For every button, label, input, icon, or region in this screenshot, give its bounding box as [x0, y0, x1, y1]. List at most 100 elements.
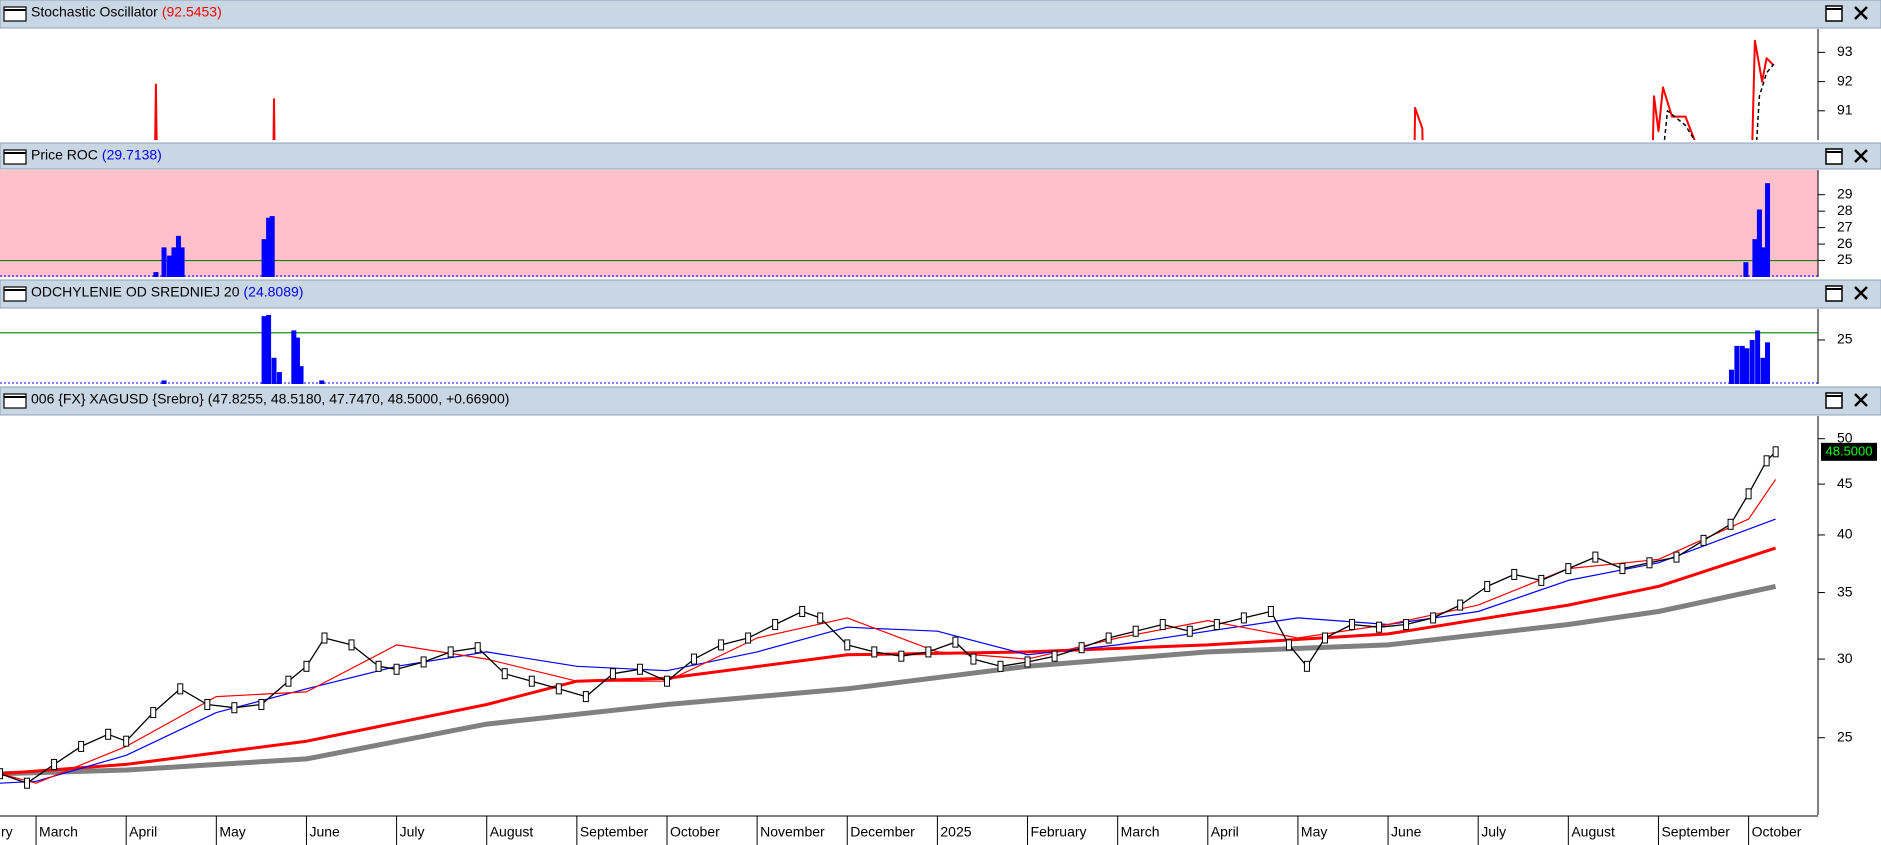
candle — [1051, 650, 1058, 662]
candle — [745, 632, 752, 644]
candle — [1511, 568, 1518, 580]
candle — [1457, 599, 1464, 611]
candle — [1213, 619, 1220, 631]
candle — [1430, 612, 1437, 624]
panel-title-value: (47.8255, 48.5180, 47.7470, 48.5000, +0.… — [208, 391, 510, 407]
bar — [1756, 209, 1762, 277]
indicator-line — [0, 479, 1777, 784]
bar — [166, 255, 172, 277]
candle — [1565, 563, 1572, 575]
panel-title: 006 {FX} XAGUSD {Srebro} — [31, 391, 204, 407]
candle — [1078, 642, 1085, 654]
plot-area — [0, 29, 1818, 140]
panel-header — [0, 142, 1881, 170]
candle — [1745, 488, 1752, 500]
candle — [555, 683, 562, 695]
candle — [925, 646, 932, 658]
x-tick-label: June — [1391, 824, 1422, 840]
x-tick-label: May — [1301, 824, 1327, 840]
candle — [420, 656, 427, 668]
candle — [1267, 605, 1274, 617]
candle — [1159, 619, 1166, 631]
candle — [105, 728, 112, 740]
candle — [258, 699, 265, 711]
plot-area — [0, 416, 1818, 815]
bar — [1752, 239, 1758, 277]
close-button[interactable] — [1854, 6, 1868, 20]
candle — [1538, 574, 1545, 586]
candle — [636, 663, 643, 675]
bar — [1760, 247, 1766, 277]
close-button[interactable] — [1854, 393, 1868, 407]
bar — [261, 316, 267, 384]
candle — [375, 660, 382, 672]
y-tick-label: 91 — [1837, 101, 1853, 117]
indicator-line — [0, 546, 1777, 776]
candle — [952, 636, 959, 648]
bar — [1739, 345, 1745, 384]
candle — [1303, 660, 1310, 672]
panel-title-value: (29.7138) — [102, 147, 162, 163]
candle — [871, 646, 878, 658]
bar — [1755, 330, 1761, 384]
candle — [1673, 551, 1680, 563]
y-tick-label: 50 — [1837, 429, 1853, 445]
x-tick-label: March — [1121, 824, 1160, 840]
bar — [175, 235, 181, 277]
plot-layer — [0, 183, 1818, 277]
x-tick-label: September — [1661, 824, 1730, 840]
bar — [266, 314, 272, 384]
y-tick-label: 30 — [1837, 650, 1853, 666]
panel-header — [0, 0, 1881, 29]
candle — [799, 605, 806, 617]
x-tick-label: August — [490, 824, 534, 840]
candle — [1772, 446, 1779, 458]
candle — [898, 650, 905, 662]
bar — [266, 217, 272, 277]
candle — [501, 668, 508, 680]
bar — [1744, 348, 1750, 384]
candle — [1763, 455, 1770, 467]
candle — [970, 653, 977, 665]
candle — [691, 653, 698, 665]
indicator-line — [0, 583, 1777, 777]
candle — [772, 619, 779, 631]
candle — [1285, 639, 1292, 651]
bar — [271, 357, 277, 384]
y-tick-label: 45 — [1837, 475, 1853, 491]
indicator-line — [1663, 63, 1775, 140]
x-tick-label: July — [1481, 824, 1506, 840]
indicator-line — [0, 518, 1776, 784]
bar — [261, 239, 267, 277]
bar — [276, 372, 282, 384]
candle — [1024, 656, 1031, 668]
close-button[interactable] — [1854, 286, 1868, 300]
y-tick-label: 26 — [1837, 235, 1853, 251]
candle — [123, 735, 130, 747]
candle — [1700, 534, 1707, 546]
candle — [285, 675, 292, 687]
bar — [319, 380, 325, 384]
candle — [1186, 625, 1193, 637]
candle — [1376, 621, 1383, 633]
x-tick-label: May — [219, 824, 245, 840]
candle — [393, 663, 400, 675]
candle — [1105, 632, 1112, 644]
close-button[interactable] — [1854, 149, 1868, 163]
y-tick-label: 40 — [1837, 526, 1853, 542]
candle — [997, 660, 1004, 672]
bar — [153, 272, 159, 277]
candle — [609, 668, 616, 680]
x-tick-label: September — [580, 824, 649, 840]
x-tick-label: ry — [1, 824, 13, 840]
candle — [1132, 625, 1139, 637]
x-tick-label: December — [850, 824, 915, 840]
panel-title: ODCHYLENIE OD SREDNIEJ 20 — [31, 284, 240, 300]
plot-area — [0, 170, 1818, 277]
x-tick-label: April — [129, 824, 157, 840]
candle — [718, 639, 725, 651]
candle — [1619, 563, 1626, 575]
x-tick-label: February — [1031, 824, 1087, 840]
